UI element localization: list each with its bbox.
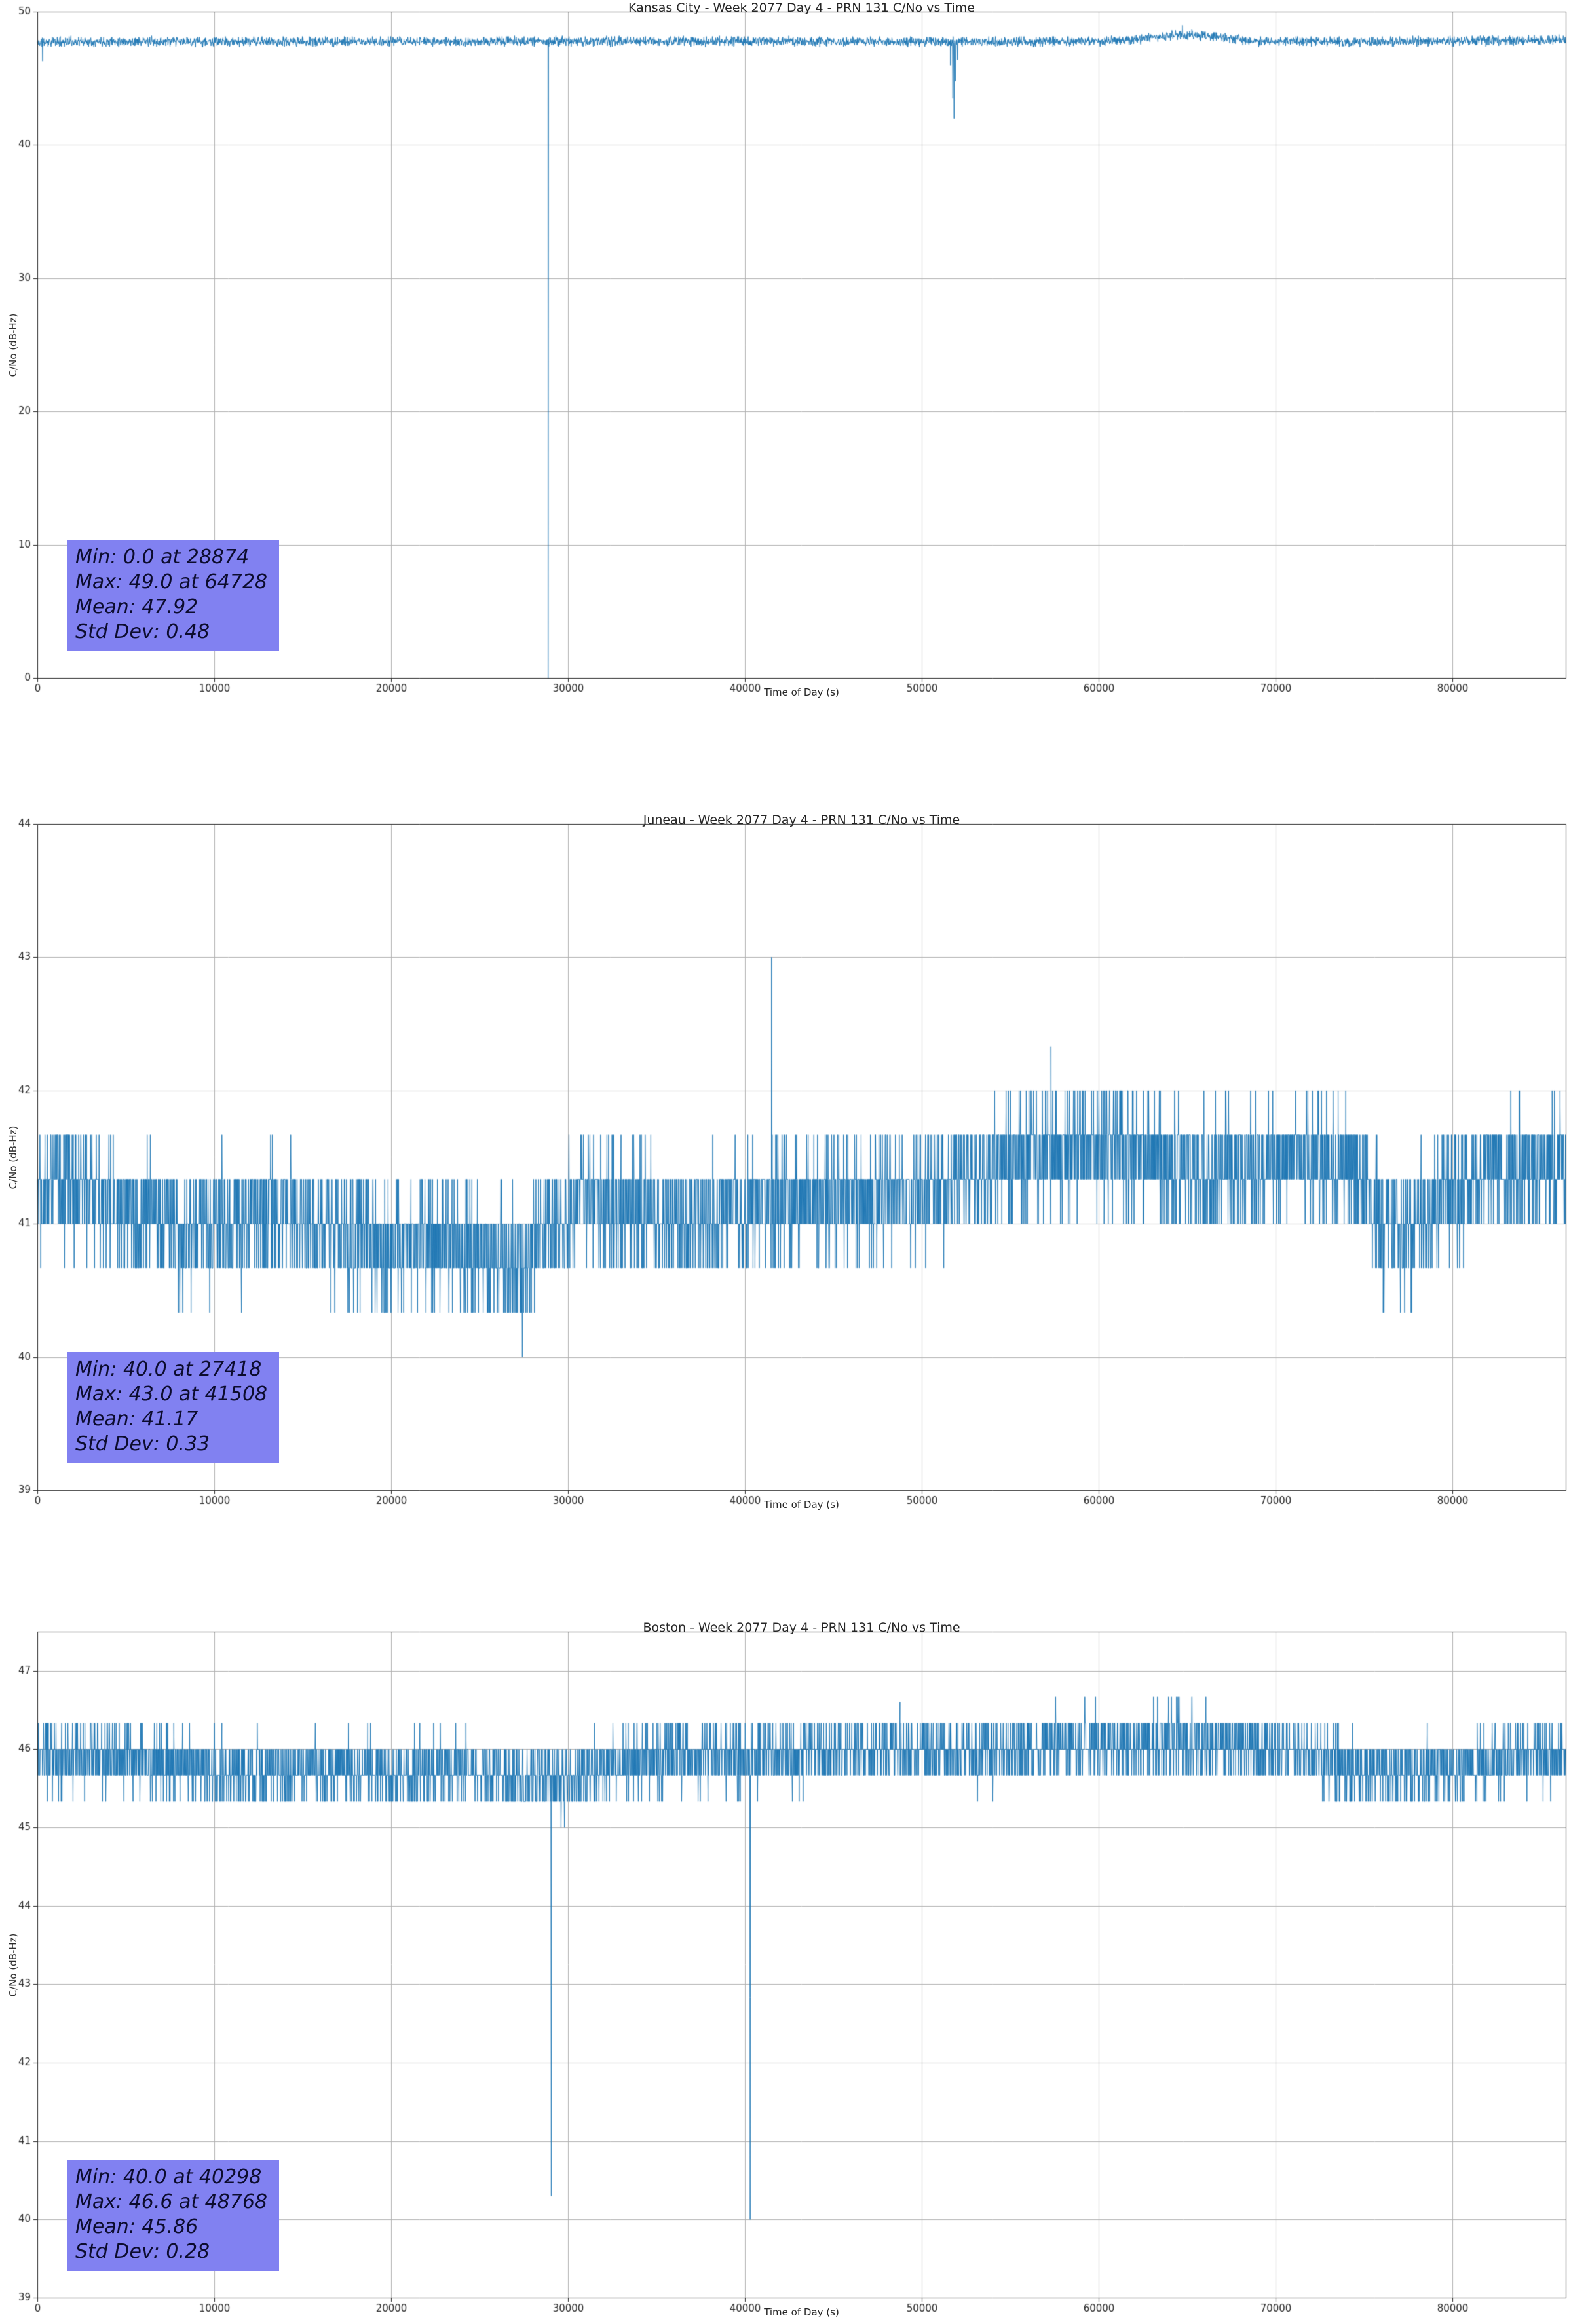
stats-min: Min: 40.0 at 27418 — [75, 1358, 262, 1381]
chart-title-boston: Boston - Week 2077 Day 4 - PRN 131 C/No … — [643, 1621, 960, 1635]
figure-boston: Boston - Week 2077 Day 4 - PRN 131 C/No … — [0, 1620, 1569, 2324]
x-axis-label: Time of Day (s) — [764, 1499, 839, 1510]
x-axis-label: Time of Day (s) — [764, 2306, 839, 2318]
y-axis-label: C/No (dB-Hz) — [7, 1125, 19, 1190]
stats-min: Min: 40.0 at 40298 — [75, 2165, 262, 2188]
stats-std-dev: Std Dev: 0.33 — [75, 1433, 210, 1455]
stats-box: Min: 40.0 at 40298 Max: 46.6 at 48768 Me… — [67, 2160, 280, 2271]
stats-max: Max: 49.0 at 64728 — [75, 571, 268, 593]
y-axis-label: C/No (dB-Hz) — [7, 1933, 19, 1997]
stats-box: Min: 0.0 at 28874 Max: 49.0 at 64728 Mea… — [67, 540, 280, 651]
stats-max: Max: 46.6 at 48768 — [75, 2190, 268, 2213]
figure-juneau: Juneau - Week 2077 Day 4 - PRN 131 C/No … — [0, 812, 1569, 1516]
stats-mean: Mean: 41.17 — [75, 1408, 198, 1431]
x-axis-label: Time of Day (s) — [764, 686, 839, 698]
y-axis-label: C/No (dB-Hz) — [7, 313, 19, 377]
stats-mean: Mean: 45.86 — [75, 2215, 198, 2238]
stats-box: Min: 40.0 at 27418 Max: 43.0 at 41508 Me… — [67, 1352, 280, 1463]
stats-mean: Mean: 47.92 — [75, 595, 198, 618]
stats-std-dev: Std Dev: 0.28 — [75, 2240, 210, 2263]
stats-max: Max: 43.0 at 41508 — [75, 1383, 268, 1406]
stats-std-dev: Std Dev: 0.48 — [75, 620, 210, 643]
chart-title-kansas-city: Kansas City - Week 2077 Day 4 - PRN 131 … — [628, 1, 975, 15]
chart-title-juneau: Juneau - Week 2077 Day 4 - PRN 131 C/No … — [643, 813, 960, 827]
figure-kansas-city: Kansas City - Week 2077 Day 4 - PRN 131 … — [0, 0, 1569, 704]
stats-min: Min: 0.0 at 28874 — [75, 546, 250, 569]
